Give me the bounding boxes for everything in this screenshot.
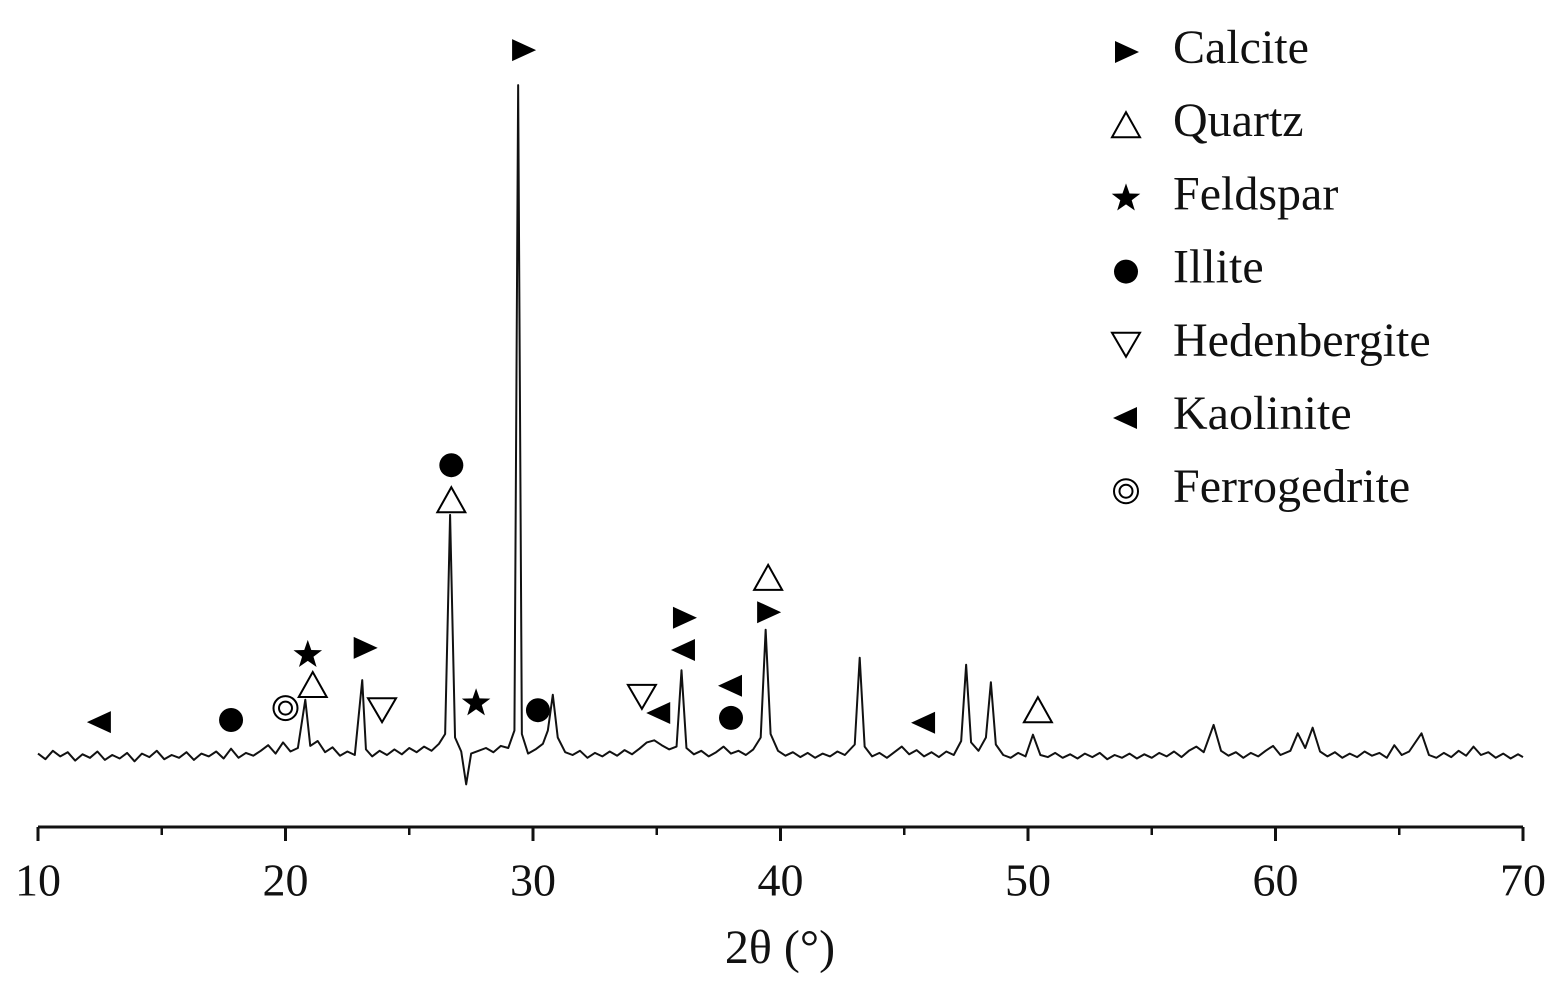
legend-label: Illite — [1173, 241, 1264, 294]
legend-label: Hedenbergite — [1173, 314, 1431, 367]
phase-marker — [461, 688, 491, 716]
legend-marker — [1113, 407, 1137, 429]
marker-shape — [1111, 183, 1141, 211]
legend-marker — [1113, 478, 1139, 505]
phase-marker — [752, 562, 784, 591]
marker-shape — [1115, 41, 1139, 63]
legend-marker — [1115, 41, 1139, 63]
x-tick-label: 50 — [1005, 855, 1051, 906]
marker-shape — [1118, 483, 1134, 499]
marker-shape — [672, 606, 697, 629]
marker-shape — [293, 639, 323, 668]
x-tick-label: 10 — [15, 855, 61, 906]
phase-marker — [719, 705, 743, 730]
marker-shape — [718, 674, 742, 697]
marker-shape — [752, 562, 784, 591]
marker-shape — [1113, 407, 1137, 429]
marker-shape — [626, 683, 658, 711]
phase-marker — [646, 702, 671, 724]
phase-marker — [439, 453, 464, 478]
phase-marker — [525, 698, 550, 723]
legend-label: Quartz — [1173, 94, 1304, 147]
legend-label: Calcite — [1173, 21, 1309, 74]
phase-marker — [512, 39, 537, 62]
phase-marker — [670, 639, 695, 661]
marker-shape — [1110, 110, 1142, 139]
marker-shape — [646, 702, 671, 724]
legend-label: Feldspar — [1173, 167, 1338, 220]
x-axis-title: 2θ (°) — [725, 921, 835, 974]
marker-shape — [86, 711, 111, 734]
marker-shape — [719, 705, 743, 730]
phase-marker — [293, 639, 323, 668]
x-tick-label: 70 — [1500, 855, 1546, 906]
phase-marker — [297, 669, 329, 698]
phase-marker — [353, 636, 378, 659]
marker-shape — [525, 698, 550, 723]
legend-marker — [1110, 110, 1142, 139]
marker-shape — [297, 669, 329, 698]
phase-marker — [86, 711, 111, 734]
marker-shape — [911, 711, 936, 734]
legend-label: Ferrogedrite — [1173, 460, 1410, 513]
phase-marker — [1022, 695, 1054, 724]
marker-shape — [461, 688, 491, 716]
marker-shape — [670, 639, 695, 661]
phase-marker — [911, 711, 936, 734]
marker-shape — [366, 697, 398, 725]
phase-marker — [219, 708, 244, 732]
marker-shape — [1110, 331, 1142, 359]
marker-shape — [1022, 695, 1054, 724]
marker-shape — [1114, 259, 1138, 284]
marker-shape — [439, 453, 464, 478]
marker-shape — [512, 39, 537, 62]
x-tick-label: 60 — [1253, 855, 1299, 906]
phase-marker — [718, 674, 742, 697]
legend-marker — [1110, 331, 1142, 359]
marker-shape — [219, 708, 244, 732]
x-tick-label: 30 — [510, 855, 556, 906]
phase-marker — [672, 606, 697, 629]
marker-shape — [278, 700, 293, 716]
phase-marker — [366, 697, 398, 725]
x-tick-label: 20 — [263, 855, 309, 906]
phase-marker — [757, 601, 782, 624]
phase-marker — [435, 485, 468, 514]
x-tick-label: 40 — [758, 855, 804, 906]
marker-shape — [435, 485, 468, 514]
legend-marker — [1114, 259, 1138, 284]
phase-marker — [272, 695, 299, 722]
legend-label: Kaolinite — [1173, 387, 1352, 440]
marker-shape — [757, 601, 782, 624]
xrd-pattern — [37, 84, 1524, 786]
marker-shape — [272, 695, 299, 722]
phase-marker — [626, 683, 658, 711]
marker-shape — [353, 636, 378, 659]
legend-marker — [1111, 183, 1141, 211]
marker-shape — [1113, 478, 1139, 505]
